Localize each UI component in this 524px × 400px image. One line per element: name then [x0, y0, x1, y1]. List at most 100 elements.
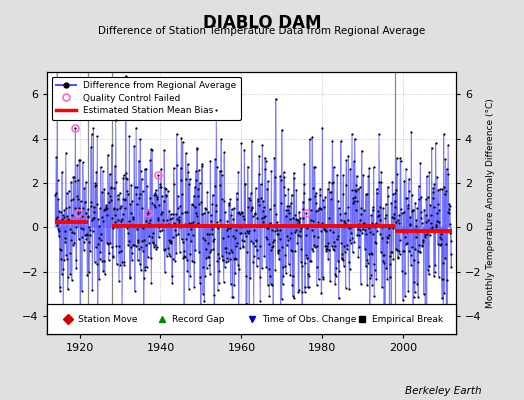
Point	[334, 198, 342, 204]
Point	[328, 180, 336, 186]
Point	[264, 178, 272, 184]
Point	[59, 324, 68, 330]
Point	[173, 216, 181, 222]
Point	[291, 228, 299, 235]
Point	[443, 303, 452, 309]
Point	[131, 222, 139, 228]
Point	[168, 280, 177, 286]
Point	[173, 205, 182, 212]
Point	[178, 236, 186, 242]
Point	[320, 224, 329, 230]
Point	[74, 205, 83, 211]
Point	[398, 268, 407, 274]
Point	[88, 217, 96, 223]
Point	[283, 207, 292, 213]
Point	[407, 252, 415, 259]
Point	[66, 249, 74, 256]
Point	[340, 218, 348, 224]
Point	[164, 221, 172, 227]
Point	[163, 245, 172, 252]
Point	[254, 196, 262, 202]
Point	[244, 203, 253, 210]
Point	[82, 236, 91, 242]
Point	[445, 203, 454, 209]
Point	[293, 220, 301, 227]
Point	[409, 207, 418, 213]
Point	[288, 282, 297, 288]
Point	[102, 239, 111, 246]
Point	[355, 221, 363, 227]
Point	[345, 286, 354, 292]
Point	[188, 258, 196, 264]
Point	[276, 172, 285, 179]
Point	[355, 244, 363, 250]
Point	[105, 198, 113, 205]
Point	[333, 222, 341, 228]
Point	[238, 237, 247, 244]
Point	[243, 249, 252, 255]
Point	[163, 188, 172, 194]
Point	[435, 242, 444, 249]
Point	[320, 226, 328, 232]
Point	[313, 234, 322, 240]
Point	[250, 210, 259, 216]
Point	[376, 179, 385, 186]
Point	[209, 246, 217, 252]
Point	[358, 223, 367, 229]
Point	[230, 205, 238, 212]
Point	[61, 150, 70, 156]
Point	[362, 257, 370, 264]
Point	[358, 230, 366, 236]
Point	[375, 212, 383, 218]
Point	[357, 148, 366, 154]
Point	[174, 214, 183, 220]
Point	[226, 225, 234, 231]
Point	[185, 220, 194, 226]
Point	[349, 200, 357, 206]
Point	[438, 295, 446, 301]
Point	[219, 235, 227, 242]
Point	[52, 213, 61, 220]
Point	[133, 257, 141, 264]
Point	[385, 225, 394, 231]
Point	[166, 216, 174, 222]
Point	[319, 197, 328, 204]
Point	[411, 223, 420, 230]
Point	[80, 199, 89, 205]
Point	[338, 254, 346, 261]
Point	[95, 256, 104, 263]
Point	[118, 313, 126, 320]
Point	[196, 280, 204, 287]
Point	[434, 201, 442, 207]
Point	[75, 157, 83, 163]
Point	[123, 187, 132, 194]
Point	[210, 310, 219, 316]
Point	[241, 181, 249, 187]
Point	[253, 214, 261, 221]
Point	[441, 191, 449, 197]
Point	[102, 205, 110, 212]
Point	[165, 207, 173, 214]
Point	[290, 212, 299, 218]
Point	[171, 227, 180, 233]
Point	[82, 179, 90, 185]
Point	[325, 179, 333, 185]
Point	[303, 255, 311, 262]
Point	[151, 204, 160, 210]
Point	[205, 231, 213, 238]
Point	[415, 241, 423, 248]
Point	[319, 274, 327, 280]
Point	[412, 229, 421, 235]
Point	[305, 258, 314, 265]
Point	[279, 169, 288, 176]
Point	[206, 157, 214, 164]
Point	[136, 191, 144, 198]
Point	[300, 180, 309, 187]
Point	[155, 234, 163, 240]
Point	[155, 202, 163, 208]
Point	[390, 215, 398, 222]
Point	[424, 217, 432, 224]
Point	[223, 254, 231, 261]
Point	[388, 178, 397, 185]
Point	[92, 244, 100, 251]
